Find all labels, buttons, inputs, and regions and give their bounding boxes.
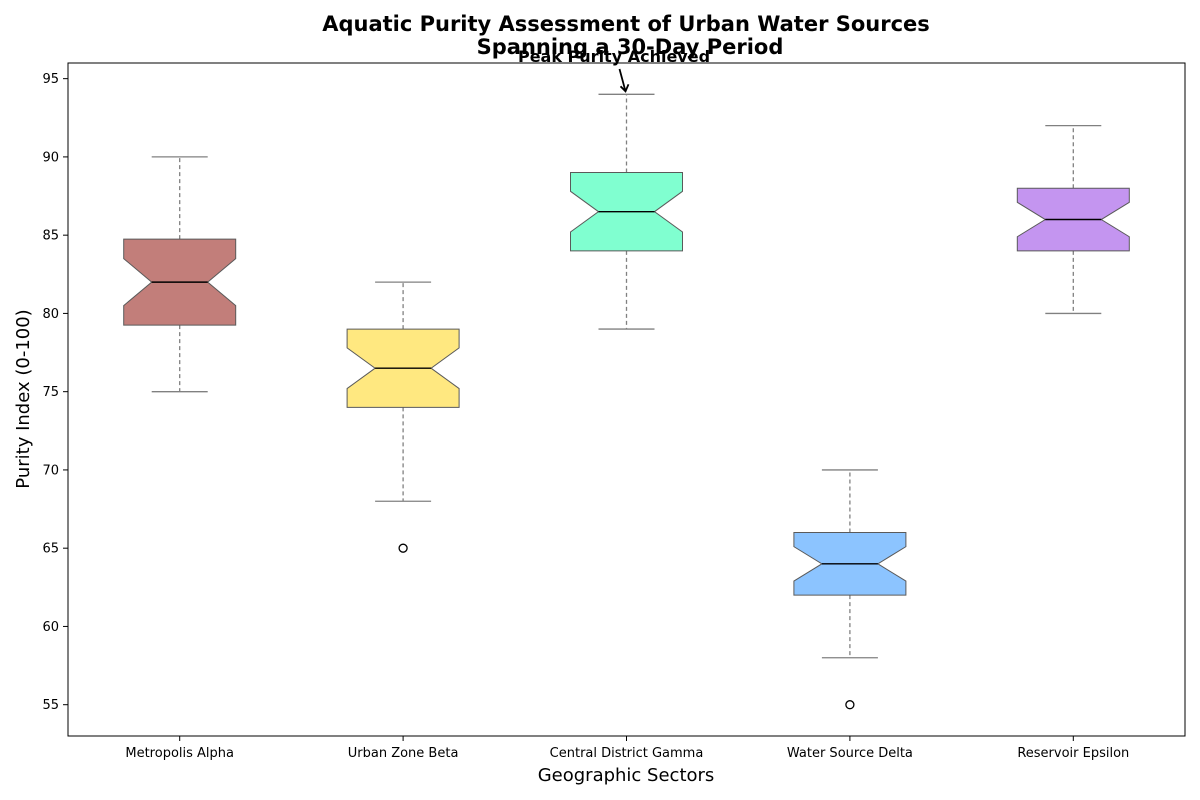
- x-axis: Metropolis Alpha Urban Zone Beta Central D…: [125, 736, 1129, 761]
- annotation-text: Peak Purity Achieved: [518, 47, 710, 66]
- box-group: [123, 156, 237, 393]
- y-axis: 55 60 65 70 75 80 85 90 95: [42, 72, 68, 713]
- x-tick-label: Metropolis Alpha: [125, 746, 234, 761]
- outlier-point: [845, 700, 855, 710]
- y-tick-label: 85: [42, 229, 59, 244]
- annotation-arrow: [618, 68, 630, 93]
- x-axis-label: Geographic Sectors: [538, 765, 715, 786]
- box-series: [123, 93, 1130, 710]
- y-tick-label: 65: [42, 542, 59, 557]
- outlier-point: [398, 543, 408, 553]
- box-group: [346, 281, 460, 553]
- chart-title-line-2: Spanning a 30-Day Period: [477, 35, 784, 59]
- y-tick-label: 60: [42, 620, 59, 635]
- box-group: [1016, 124, 1130, 315]
- y-tick-label: 90: [42, 150, 59, 165]
- y-tick-label: 70: [42, 463, 59, 478]
- y-tick-label: 55: [42, 698, 59, 713]
- y-tick-label: 75: [42, 385, 59, 400]
- chart-title-line-1: Aquatic Purity Assessment of Urban Water…: [322, 12, 930, 36]
- y-axis-label: Purity Index (0-100): [13, 309, 34, 488]
- x-tick-label: Central District Gamma: [550, 746, 704, 761]
- y-tick-label: 80: [42, 307, 59, 322]
- annotation-layer: Peak Purity Achieved: [518, 47, 710, 93]
- x-tick-label: Water Source Delta: [787, 746, 913, 761]
- x-tick-label: Reservoir Epsilon: [1017, 746, 1129, 761]
- y-tick-label: 95: [42, 72, 59, 87]
- box-group: [793, 469, 907, 710]
- x-tick-label: Urban Zone Beta: [348, 746, 459, 761]
- box-group: [570, 93, 683, 330]
